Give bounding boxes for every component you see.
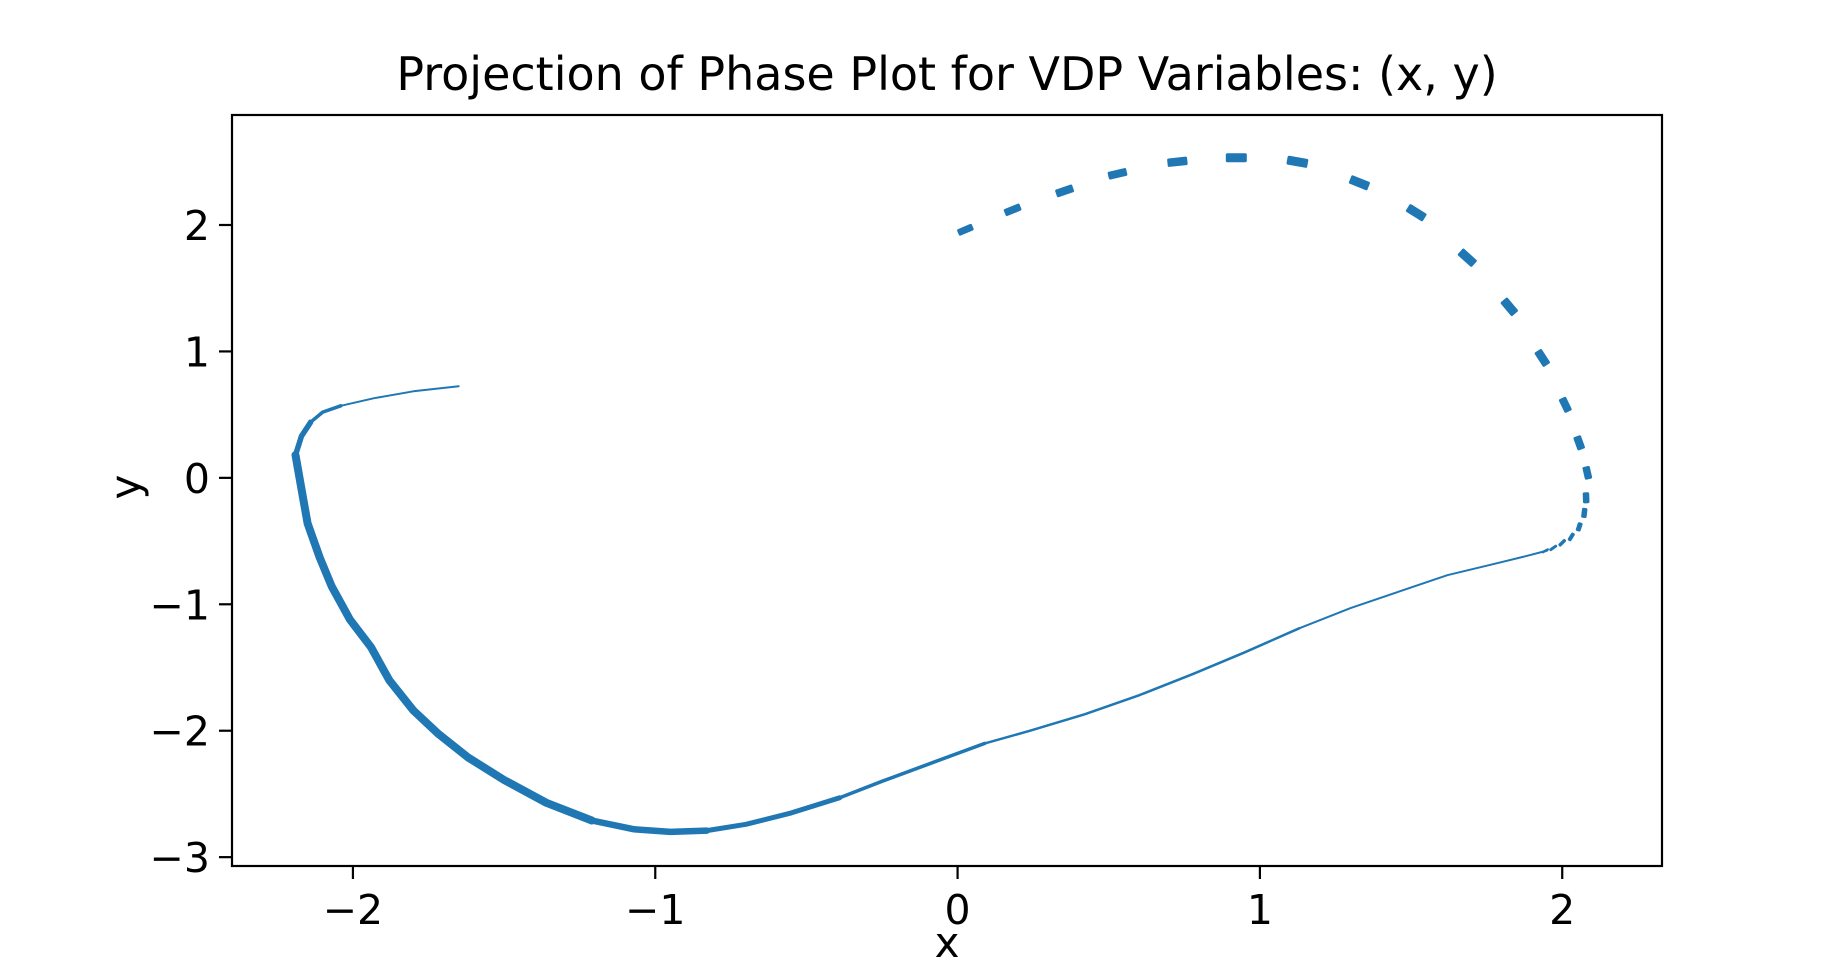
trajectory-dash	[1167, 156, 1188, 167]
trajectory-dash	[1225, 153, 1247, 163]
y-axis-label: y	[101, 474, 150, 500]
trajectory-solid-segment	[291, 451, 596, 825]
trajectory-dash	[957, 223, 974, 236]
y-tick-label: −1	[150, 581, 210, 629]
trajectory-dash	[1003, 203, 1022, 217]
trajectory-dash	[1573, 435, 1585, 451]
x-tick-label: −1	[625, 886, 685, 934]
trajectory-solid-segment	[292, 419, 314, 458]
y-tick-label: −3	[150, 834, 210, 882]
trajectory-dash	[1055, 184, 1075, 198]
y-tick-label: 0	[184, 455, 210, 503]
x-tick-label: 1	[1247, 886, 1273, 934]
x-tick-label: 2	[1549, 886, 1575, 934]
chart-title: Projection of Phase Plot for VDP Variabl…	[396, 47, 1498, 101]
trajectory-dash	[1457, 248, 1477, 267]
trajectory-dash	[1107, 168, 1128, 180]
trajectory-dash	[1348, 175, 1370, 191]
trajectory-dash	[1582, 465, 1593, 480]
trajectory-dash	[1575, 522, 1583, 532]
x-tick-label: 0	[945, 886, 971, 934]
trajectory-solid-segment	[837, 741, 987, 800]
trajectory-solid-segment	[1298, 549, 1549, 630]
trajectory-dash	[1286, 155, 1309, 168]
trajectory-dash	[1549, 544, 1558, 552]
x-tick-label: −2	[323, 886, 383, 934]
trajectory-solid-segment	[983, 627, 1301, 745]
y-tick-label: 2	[184, 202, 210, 250]
trajectory-solid-segment	[588, 817, 710, 836]
trajectory-dash	[1567, 532, 1575, 542]
trajectory-dash	[1541, 548, 1549, 554]
trajectory-dash	[1500, 297, 1518, 316]
trajectory-solid-segment	[308, 404, 343, 424]
y-tick-label: −2	[150, 708, 210, 756]
x-axis-label: x	[934, 918, 960, 967]
trajectory-dash	[1558, 539, 1566, 547]
trajectory-dash	[1581, 507, 1588, 519]
trajectory-dash	[1558, 396, 1572, 413]
trajectory-dash	[1405, 204, 1427, 222]
trajectory-solid-segment	[339, 385, 460, 407]
trajectory-dash	[1534, 349, 1550, 367]
y-tick-label: 1	[184, 328, 210, 376]
axes-spines	[230, 113, 1664, 868]
trajectory-solid-segment	[704, 795, 843, 834]
trajectory-dash	[1582, 492, 1590, 504]
